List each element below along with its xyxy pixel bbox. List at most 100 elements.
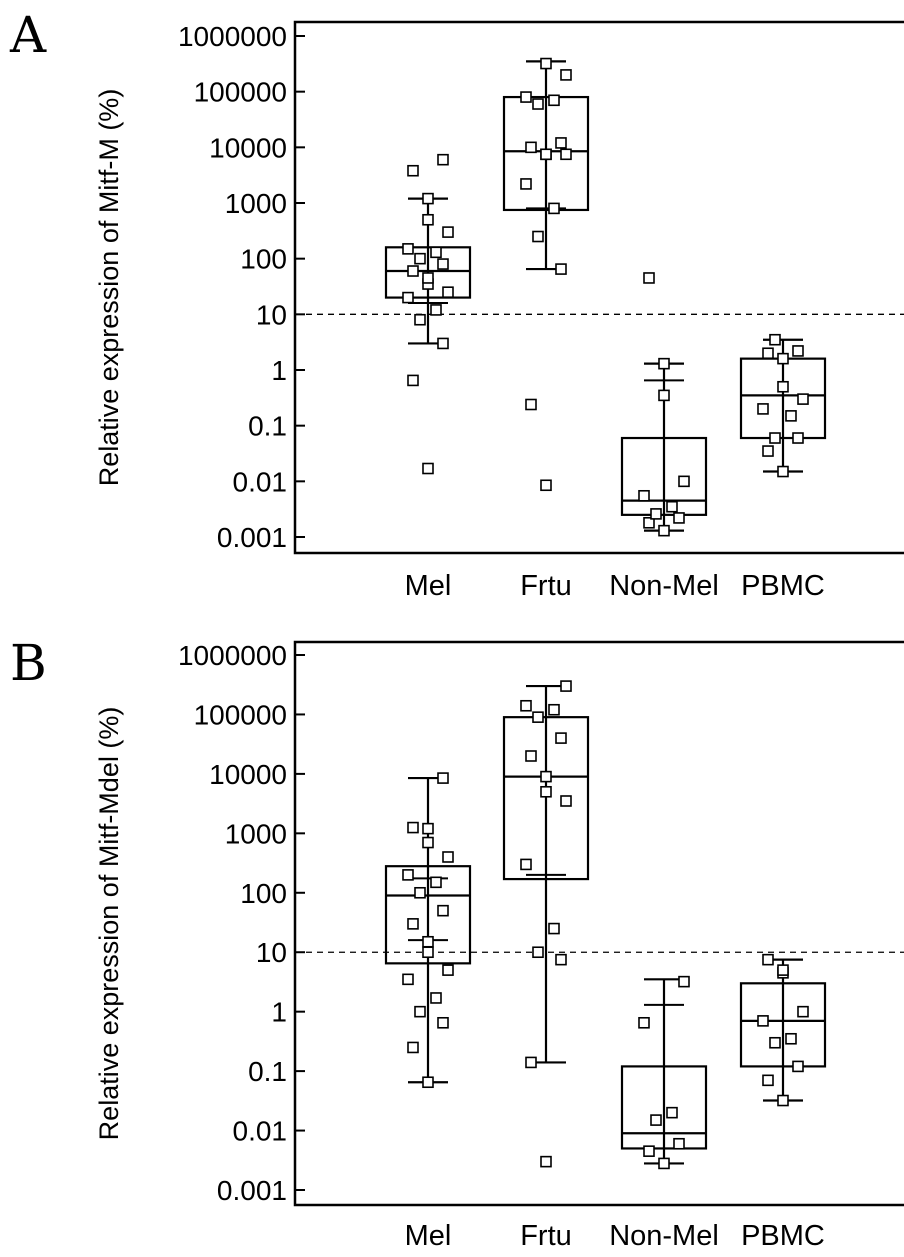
y-tick-label: 1000000 <box>178 640 287 671</box>
data-point <box>520 178 532 190</box>
data-point <box>762 953 774 966</box>
data-point <box>643 272 655 284</box>
y-tick-label: 0.1 <box>248 1056 287 1087</box>
data-point <box>540 785 552 798</box>
data-point <box>414 252 426 265</box>
data-point <box>430 876 442 889</box>
chart-panel-b: 0.001 0.01 0.1 1 10 100 1000 10000 100000 1000000… <box>0 628 904 1257</box>
data-point <box>762 1074 774 1087</box>
data-point <box>643 1145 655 1157</box>
data-point <box>762 347 774 360</box>
data-point <box>658 357 670 370</box>
y-tick-label: 100 <box>240 878 287 909</box>
data-point <box>540 770 552 783</box>
data-point <box>437 258 449 270</box>
data-point <box>422 462 434 475</box>
category-label: PBMC <box>741 570 825 602</box>
y-tick-label: 10000 <box>209 132 287 163</box>
data-point <box>407 265 419 277</box>
data-point <box>769 333 781 346</box>
panel-label-a: A <box>10 6 47 64</box>
data-point <box>437 153 449 166</box>
y-axis-label: Relative expression of Mitf-M (%) <box>94 89 124 487</box>
y-tick-label: 10000 <box>209 759 287 790</box>
y-tick-label: 1 <box>271 997 287 1028</box>
data-point <box>422 822 434 835</box>
data-point <box>555 137 567 149</box>
data-point <box>650 508 662 520</box>
chart-panel-a: 0.001 0.01 0.1 1 10 100 1000 10000 100000 1000000… <box>0 0 904 628</box>
data-point <box>638 489 650 502</box>
data-point <box>407 1041 419 1054</box>
data-point <box>422 272 434 284</box>
chart-a-svg: 0.001 0.01 0.1 1 10 100 1000 10000 100000 1000000… <box>94 20 904 602</box>
category-label: Frtu <box>520 570 572 602</box>
data-point <box>532 98 544 110</box>
category-label: Mel <box>405 1220 452 1252</box>
y-tick-label: 0.001 <box>217 522 287 553</box>
category-label: Non-Mel <box>609 1220 719 1252</box>
y-tick-label: 0.001 <box>217 1175 287 1206</box>
y-tick-label: 100000 <box>194 77 287 108</box>
box <box>620 436 708 516</box>
data-point <box>422 192 434 205</box>
data-point <box>797 393 809 405</box>
data-point <box>673 512 685 524</box>
data-point <box>414 886 426 899</box>
data-point <box>414 1005 426 1018</box>
data-point <box>540 479 552 492</box>
y-tick-label: 100000 <box>194 699 287 730</box>
y-tick-label: 100 <box>240 244 287 275</box>
data-point <box>402 869 414 881</box>
y-tick-label: 1 <box>271 355 287 386</box>
data-point <box>658 1157 670 1170</box>
data-point <box>658 524 670 537</box>
data-point <box>650 1114 662 1126</box>
data-point <box>555 953 567 966</box>
data-point <box>414 313 426 326</box>
data-point <box>407 918 419 930</box>
data-point <box>407 374 419 387</box>
data-point <box>437 904 449 917</box>
data-point <box>442 851 454 863</box>
data-point <box>785 410 797 422</box>
data-point <box>548 922 560 935</box>
data-point <box>762 445 774 457</box>
data-point <box>422 935 434 948</box>
data-point <box>402 973 414 986</box>
data-point <box>532 711 544 723</box>
data-point <box>757 403 769 415</box>
y-tick-label: 1000 <box>225 188 287 219</box>
data-point <box>437 337 449 350</box>
y-axis-label: Relative expression of Mitf-Mdel (%) <box>94 707 124 1141</box>
data-point <box>407 821 419 834</box>
box <box>384 246 472 299</box>
data-point <box>555 732 567 744</box>
data-point <box>422 213 434 226</box>
box <box>502 716 590 881</box>
data-point <box>532 230 544 243</box>
data-point <box>792 1060 804 1073</box>
data-point <box>757 1015 769 1027</box>
data-point <box>402 243 414 255</box>
data-point <box>520 858 532 871</box>
data-point <box>777 380 789 393</box>
data-point <box>638 1016 650 1029</box>
data-point <box>430 246 442 259</box>
data-point <box>430 304 442 316</box>
data-point <box>525 141 537 154</box>
data-point <box>658 389 670 402</box>
data-point <box>777 352 789 365</box>
data-point <box>560 69 572 81</box>
data-point <box>666 500 678 513</box>
data-point <box>678 475 690 488</box>
y-tick-label: 0.1 <box>248 411 287 442</box>
data-point <box>666 1106 678 1119</box>
data-point <box>540 57 552 70</box>
data-point <box>785 1032 797 1045</box>
box <box>739 982 827 1068</box>
data-point <box>560 795 572 807</box>
y-tick-label: 0.01 <box>233 1116 288 1147</box>
data-point <box>673 1137 685 1150</box>
data-point <box>442 226 454 238</box>
